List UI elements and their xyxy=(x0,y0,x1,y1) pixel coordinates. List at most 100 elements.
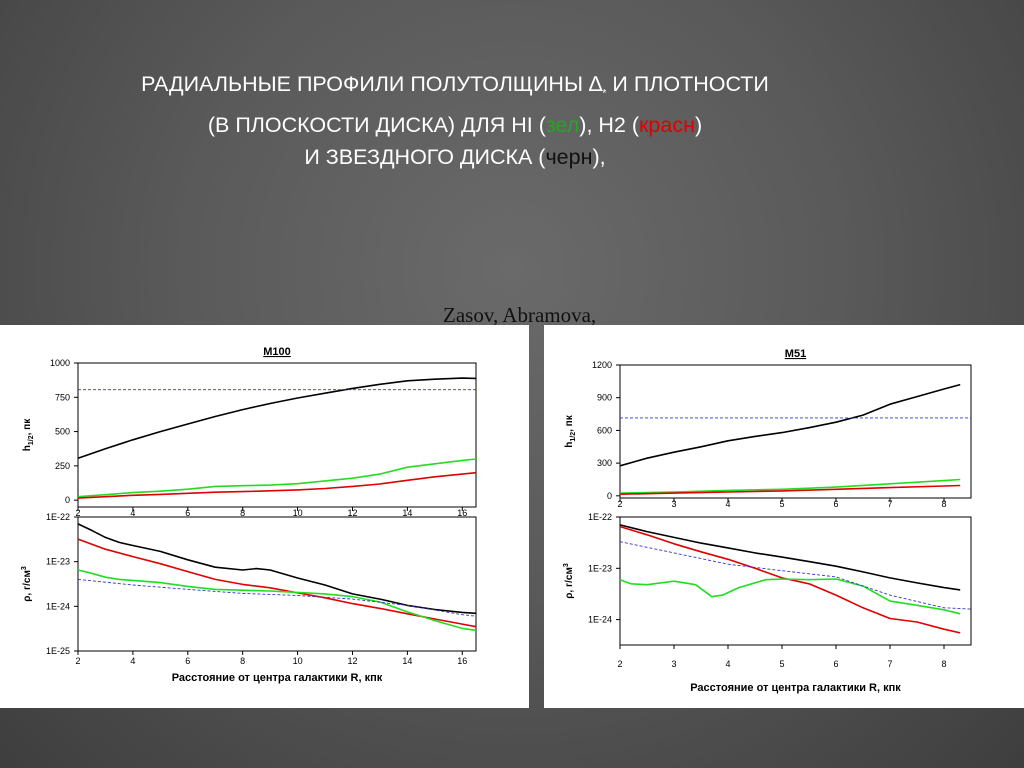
x-tick-label: 6 xyxy=(185,508,190,518)
x-tick-label: 5 xyxy=(779,659,784,669)
series-line-green-height xyxy=(77,458,477,498)
x-tick-label: 8 xyxy=(941,659,946,669)
y-tick-label: 300 xyxy=(597,458,612,468)
x-tick-label: 7 xyxy=(887,499,892,509)
chart-panel-m100: M100 0 250 500 750 1000 2 4 6 8 10 12 14 16 h1/2, пк 1E… xyxy=(0,325,529,708)
series-line-black-density xyxy=(77,523,477,615)
x-tick-label: 16 xyxy=(457,508,467,518)
x-axis-label: Расстояние от центра галактики R, кпк xyxy=(690,682,901,694)
x-tick-label: 16 xyxy=(457,656,467,666)
y-tick-label: 1000 xyxy=(50,358,70,368)
series-line-green-height xyxy=(619,478,961,494)
y-tick-label: 1E-23 xyxy=(588,563,612,573)
y-axis-label-rest: , пк xyxy=(564,414,575,432)
y-axis-label-sup: 3 xyxy=(21,566,28,570)
y-axis-label: h1/2, пк xyxy=(22,418,35,451)
y-tick-label: 1E-23 xyxy=(46,557,70,567)
y-axis-label-sub: 1/2 xyxy=(570,432,577,442)
series-line-black-height xyxy=(77,377,477,460)
x-tick-label: 8 xyxy=(240,508,245,518)
y-axis-label-rest: , пк xyxy=(22,418,33,436)
y-tick-label: 1E-22 xyxy=(46,512,70,522)
delta-symbol: ∆ xyxy=(588,72,603,96)
y-tick-label: 1E-25 xyxy=(46,646,70,656)
y-tick-label: 0 xyxy=(65,495,70,505)
x-tick-label: 4 xyxy=(130,508,135,518)
y-tick-label: 1E-22 xyxy=(588,512,612,522)
y-axis-label: ρ, г/см3 xyxy=(21,566,33,602)
y-axis-label-main: ρ, г/см xyxy=(564,567,575,599)
title-line-1-end: И ПЛОТНОСТИ xyxy=(612,72,769,96)
plot-frame-height xyxy=(619,364,972,499)
x-tick-label: 8 xyxy=(240,656,245,666)
y-axis-label-main: h xyxy=(22,445,33,451)
series-line-red-density xyxy=(619,525,961,634)
x-tick-label: 10 xyxy=(293,656,303,666)
x-tick-label: 5 xyxy=(779,499,784,509)
title-line-2: (В ПЛОСКОСТИ ДИСКА) ДЛЯ HI (зел), H2 (кр… xyxy=(40,109,870,141)
plot-frame-height xyxy=(77,362,477,508)
x-tick-label: 12 xyxy=(347,656,357,666)
x-tick-label: 2 xyxy=(75,656,80,666)
series-line-blue-dashed-density xyxy=(77,578,477,617)
green-word: зел xyxy=(545,113,580,138)
title-line-2-mid: ), H2 ( xyxy=(579,113,640,138)
y-tick-label: 500 xyxy=(55,427,70,437)
chart-title: M100 xyxy=(263,346,291,358)
x-tick-label: 14 xyxy=(402,656,412,666)
x-tick-label: 8 xyxy=(941,499,946,509)
y-axis-label: h1/2, пк xyxy=(564,414,577,447)
y-tick-label: 600 xyxy=(597,425,612,435)
title-line-2-start: (В ПЛОСКОСТИ ДИСКА) ДЛЯ HI ( xyxy=(207,113,546,138)
x-tick-label: 3 xyxy=(671,659,676,669)
title-line-1: РАДИАЛЬНЫЕ ПРОФИЛИ ПОЛУТОЛЩИНЫ ∆* И ПЛОТ… xyxy=(40,68,870,109)
chart-m51: M51 0 300 600 900 1200 2 3 4 5 6 7 8 h1/2, пк 1E-24 1E-… xyxy=(563,348,972,694)
y-tick-label: 750 xyxy=(55,392,70,402)
slide-title: РАДИАЛЬНЫЕ ПРОФИЛИ ПОЛУТОЛЩИНЫ ∆* И ПЛОТ… xyxy=(40,68,870,173)
x-tick-label: 4 xyxy=(130,656,135,666)
title-line-3: И ЗВЕЗДНОГО ДИСКА (черн), xyxy=(40,141,870,173)
series-line-red-density xyxy=(77,538,477,628)
series-line-red-height xyxy=(619,484,961,495)
authors-caption: Zasov, Abramova, xyxy=(443,303,597,327)
series-line-black-height xyxy=(619,383,961,467)
series-line-red-height xyxy=(77,471,477,499)
delta-subscript: * xyxy=(602,87,607,100)
title-line-3-start: И ЗВЕЗДНОГО ДИСКА ( xyxy=(304,145,546,170)
series-line-blue-dashed-density xyxy=(619,541,972,610)
y-tick-label: 0 xyxy=(607,491,612,501)
x-tick-label: 2 xyxy=(617,659,622,669)
y-axis-label-sub: 1/2 xyxy=(28,435,35,445)
y-tick-label: 1E-24 xyxy=(588,615,612,625)
x-tick-label: 6 xyxy=(833,659,838,669)
chart-title: M51 xyxy=(785,348,806,360)
x-tick-label: 10 xyxy=(293,508,303,518)
plot-frame-density xyxy=(77,516,477,652)
x-axis-label: Расстояние от центра галактики R, кпк xyxy=(172,672,383,684)
x-tick-label: 7 xyxy=(887,659,892,669)
series-line-black-density xyxy=(619,524,961,591)
x-tick-label: 4 xyxy=(725,499,730,509)
y-axis-label-main: ρ, г/см xyxy=(22,570,33,602)
y-tick-label: 900 xyxy=(597,393,612,403)
y-axis-label-main: h xyxy=(564,442,575,448)
title-line-2-end: ) xyxy=(694,113,703,138)
series-line-green-density xyxy=(619,578,961,615)
red-word: красн xyxy=(639,113,695,138)
y-tick-label: 1200 xyxy=(592,360,612,370)
chart-panel-m51: M51 0 300 600 900 1200 2 3 4 5 6 7 8 h1/2, пк 1E-24 1E-… xyxy=(544,325,1024,708)
x-tick-label: 12 xyxy=(347,508,357,518)
x-tick-label: 2 xyxy=(75,508,80,518)
x-tick-label: 14 xyxy=(402,508,412,518)
y-tick-label: 1E-24 xyxy=(46,601,70,611)
y-axis-label: ρ, г/см3 xyxy=(563,563,575,599)
title-line-1-text: РАДИАЛЬНЫЕ ПРОФИЛИ ПОЛУТОЛЩИНЫ xyxy=(141,72,583,96)
plot-frame-density xyxy=(619,516,972,646)
y-axis-label-sup: 3 xyxy=(563,563,570,567)
x-tick-label: 2 xyxy=(617,499,622,509)
y-tick-label: 250 xyxy=(55,461,70,471)
black-word: черн xyxy=(545,145,593,170)
series-line-green-density xyxy=(77,569,477,632)
title-line-3-end: ), xyxy=(592,145,606,170)
x-tick-label: 6 xyxy=(185,656,190,666)
